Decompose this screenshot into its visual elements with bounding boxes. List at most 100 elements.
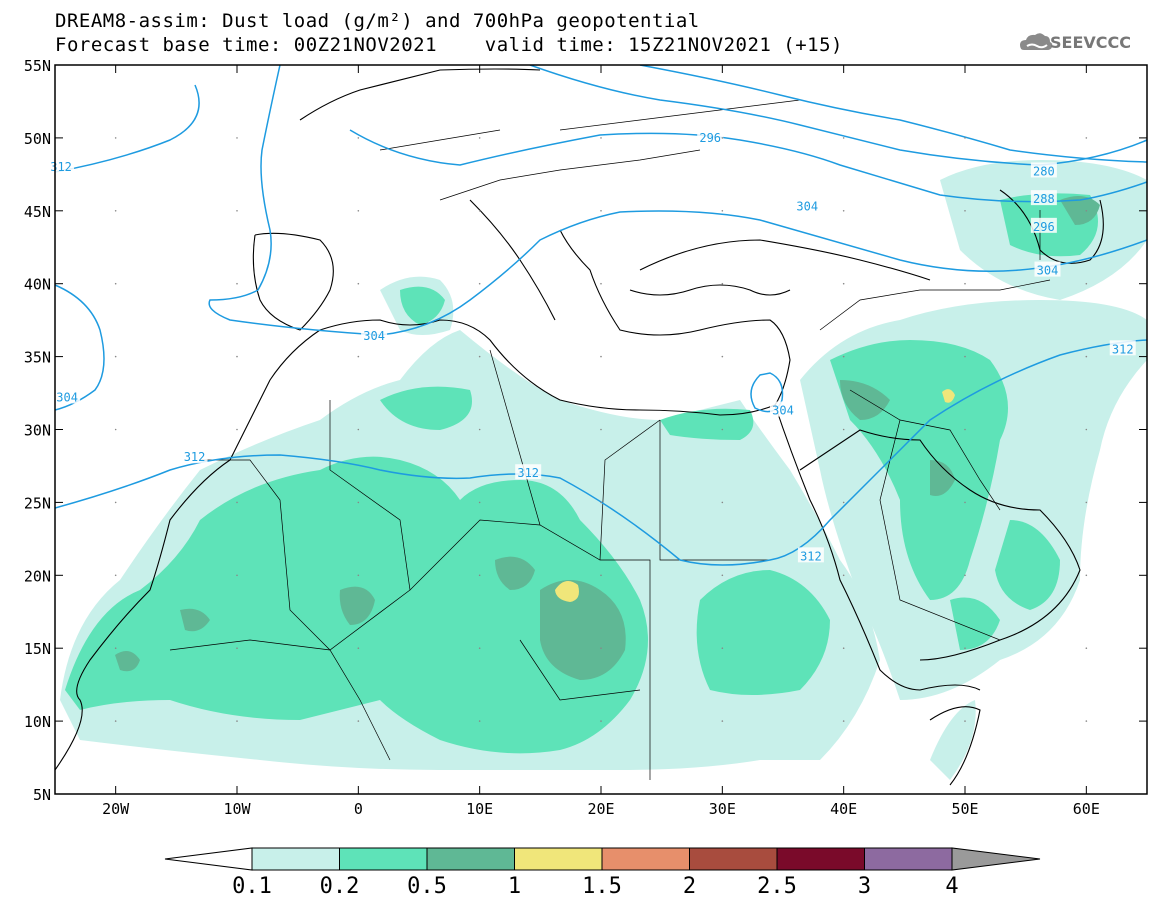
lon-tick-label: 20E: [587, 800, 614, 818]
lat-tick-label: 50N: [24, 130, 51, 148]
lon-tick-label: 20W: [102, 800, 130, 818]
grid-dot: [1085, 137, 1088, 139]
grid-dot: [357, 574, 360, 577]
grid-dot: [478, 282, 481, 285]
grid-dot: [600, 574, 602, 577]
grid-dot: [721, 210, 724, 212]
logo-text: SEEVCCC: [1050, 33, 1131, 52]
grid-dot: [357, 647, 360, 649]
grid-dot: [1085, 210, 1088, 212]
grid-dot: [478, 210, 481, 212]
lon-tick-label: 10E: [466, 800, 493, 818]
contour-label-bg: [181, 448, 208, 464]
grid-dot: [842, 720, 845, 722]
grid-dot: [114, 137, 117, 139]
grid-dot: [842, 282, 845, 285]
lat-tick-label: 45N: [24, 203, 51, 221]
grid-dot: [114, 501, 117, 504]
grid-dot: [964, 210, 966, 212]
contour-label-bg: [361, 327, 388, 343]
grid-dot: [114, 720, 117, 722]
colorbar-label: 4: [945, 874, 958, 899]
colorbar-segment: [601, 847, 690, 871]
grid-dot: [721, 501, 724, 504]
grid-dot: [236, 720, 238, 722]
lon-tick-label: 30E: [709, 800, 736, 818]
grid-dot: [478, 428, 481, 431]
grid-dot: [842, 574, 845, 577]
lat-tick-label: 10N: [24, 713, 51, 731]
contour-label-bg: [697, 128, 724, 144]
contour-label-bg: [1030, 190, 1057, 206]
colorbar-label: 1: [508, 874, 521, 899]
grid-dot: [478, 355, 481, 358]
grid-dot: [721, 720, 724, 722]
contour-label: 312: [1112, 342, 1134, 356]
grid-dot: [1085, 501, 1088, 504]
grid-dot: [236, 428, 238, 431]
grid-dot: [721, 647, 724, 649]
lon-tick-label: 10W: [223, 800, 251, 818]
map-title-line2: Forecast base time: 00Z21NOV2021 valid t…: [55, 34, 843, 56]
colorbar-over-triangle: [951, 847, 1041, 871]
grid-dot: [357, 137, 360, 139]
grid-dot: [236, 501, 238, 504]
grid-dot: [1085, 720, 1088, 722]
contour-label-bg: [794, 197, 821, 213]
colorbar-label: 0.2: [320, 874, 360, 899]
lat-tick-label: 35N: [24, 349, 51, 367]
grid-dot: [964, 574, 966, 577]
colorbar-segment: [864, 847, 953, 871]
grid-dot: [600, 282, 602, 285]
contour-label: 312: [517, 466, 539, 480]
grid-dot: [842, 137, 845, 139]
grid-dot: [236, 137, 238, 139]
lon-tick-label: 0: [354, 800, 363, 818]
grid-dot: [114, 574, 117, 577]
lat-tick-label: 5N: [33, 786, 51, 804]
dust-shading-high: [115, 196, 1100, 680]
grid-dot: [600, 720, 602, 722]
lat-tick-label: 15N: [24, 640, 51, 658]
grid-dot: [721, 355, 724, 358]
grid-dot: [357, 428, 360, 431]
contour-label-bg: [515, 464, 542, 480]
grid-dot: [236, 210, 238, 212]
grid-dot: [842, 355, 845, 358]
grid-dot: [964, 137, 966, 139]
contour-label: 280: [1033, 164, 1055, 178]
grid-dot: [357, 720, 360, 722]
contour-label: 304: [1037, 264, 1059, 278]
contour-label-bg: [1030, 162, 1057, 178]
grid-dot: [964, 428, 966, 431]
map-axes: 55N 50N 45N 40N 35N 30N 25N 20N 15N 10N 5N 20W 10W 0 1…: [24, 57, 1147, 818]
lon-tick-label: 50E: [951, 800, 978, 818]
seevccc-cloud-logo-icon: [1020, 33, 1053, 50]
grid-dot: [478, 574, 481, 577]
contour-label: 304: [56, 390, 78, 404]
contour-label-bg: [1109, 340, 1136, 356]
contour-label-bg: [1034, 261, 1061, 277]
lat-tick-label: 40N: [24, 276, 51, 294]
grid-dot: [236, 282, 238, 285]
grid-dot: [842, 501, 845, 504]
grid-dot: [357, 210, 360, 212]
contour-label: 312: [184, 450, 206, 464]
contour-label: 296: [699, 131, 721, 145]
colorbar-segment: [339, 847, 428, 871]
lat-tick-label: 25N: [24, 494, 51, 512]
grid-dot: [842, 428, 845, 431]
grid-dot: [600, 137, 602, 139]
grid-dot: [114, 355, 117, 358]
grid-dot: [357, 355, 360, 358]
grid-dot: [600, 501, 602, 504]
dust-shading-peak: [555, 389, 955, 602]
colorbar-segment: [426, 847, 515, 871]
colorbar-segment: [689, 847, 778, 871]
colorbar-segment: [776, 847, 865, 871]
colorbar-under-triangle: [164, 847, 253, 871]
colorbar-label: 3: [858, 874, 871, 899]
contour-label: 304: [772, 404, 794, 418]
country-borders: [169, 99, 1051, 780]
grid-dot: [600, 355, 602, 358]
